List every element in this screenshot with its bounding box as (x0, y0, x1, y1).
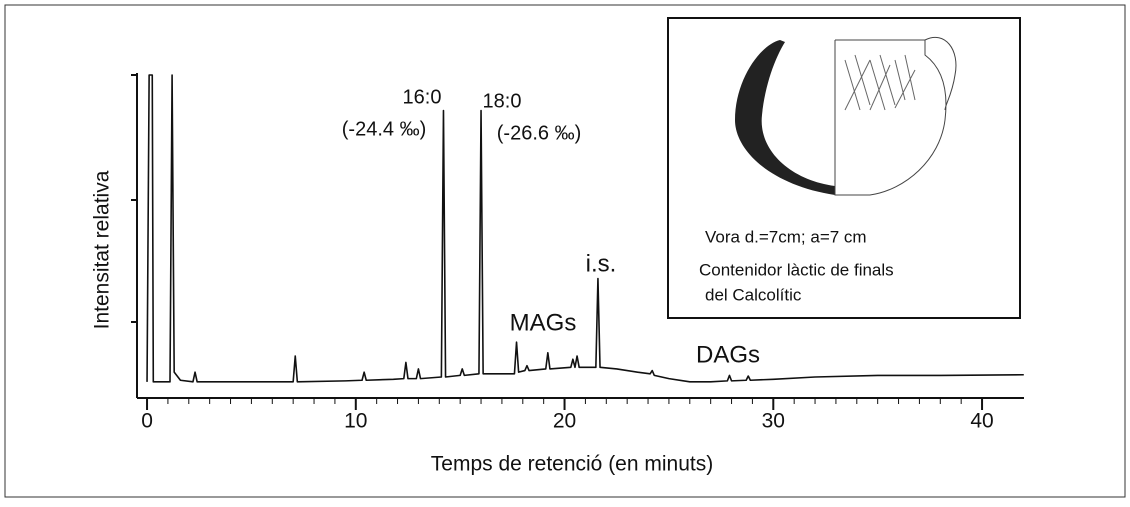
annotation: DAGs (696, 341, 760, 368)
annotation: i.s. (586, 250, 617, 277)
pot-decoration (844, 54, 916, 111)
inset-text: Vora d.=7cm; a=7 cm (705, 227, 867, 246)
annotation: 18:0 (483, 90, 522, 112)
trace (146, 74, 1024, 383)
annotation: (-26.6 ‰) (497, 122, 581, 144)
pot-profile (735, 40, 835, 195)
annotation: (-24.4 ‰) (342, 118, 426, 140)
annotation: 16:0 (403, 86, 442, 108)
x-axis-label: Temps de retenció (en minuts) (431, 453, 713, 476)
inset-box (667, 17, 1021, 319)
inset: Vora d.=7cm; a=7 cm Contenidor làctic de… (667, 17, 1021, 319)
x-tick-label: 40 (970, 410, 993, 433)
annotation: MAGs (510, 309, 577, 336)
pot-outline (834, 37, 957, 196)
y-axis-label: Intensitat relativa (91, 170, 114, 329)
x-tick-label: 10 (344, 410, 367, 433)
x-tick-label: 20 (553, 410, 576, 433)
x-tick-label: 0 (141, 410, 153, 433)
inset-text: del Calcolític (705, 285, 802, 304)
frame (4, 4, 1126, 498)
x-tick-label: 30 (762, 410, 785, 433)
inset-text: Contenidor làctic de finals (699, 260, 894, 279)
